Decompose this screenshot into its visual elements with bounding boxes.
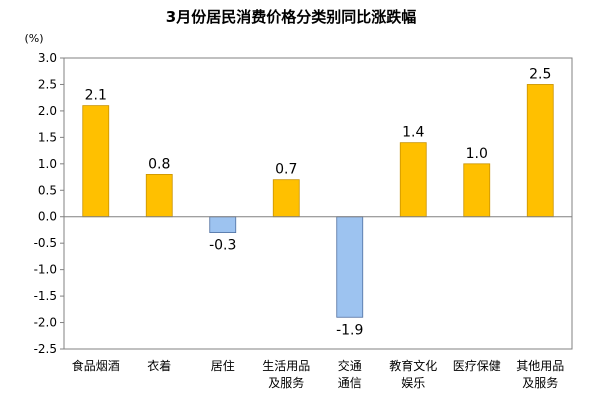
plot-frame	[63, 57, 573, 350]
bar	[463, 163, 491, 218]
data-labels: 2.1 0.8 -0.3 0.7 -1.9 1.4 1.0 2.5	[85, 66, 552, 338]
data-label: 2.1	[85, 88, 107, 104]
y-axis: 3.0 2.5 2.0 1.5 1.0 0.5 0.0 -0.5 -1.0 -1.5 -2.0 -2.…	[34, 51, 64, 356]
data-label: 0.8	[148, 156, 170, 172]
x-category-label: 交通	[338, 358, 362, 373]
data-label: 2.5	[529, 66, 551, 82]
x-category-label: 及服务	[268, 375, 304, 390]
data-label: 1.0	[466, 146, 488, 162]
y-tick-label: -1.0	[34, 263, 57, 277]
x-category-label: 通信	[338, 376, 362, 390]
data-label: 1.4	[402, 125, 424, 141]
x-category-label: 居住	[211, 359, 235, 373]
bar	[145, 173, 173, 218]
data-label: -1.9	[336, 322, 363, 338]
y-tick-label: 3.0	[38, 51, 57, 65]
y-tick-label: -1.5	[34, 289, 57, 303]
x-category-label: 其他用品	[516, 359, 564, 373]
y-tick-label: -2.5	[34, 342, 57, 356]
y-tick-label: -2.0	[34, 316, 57, 330]
y-tick-label: 0.0	[38, 210, 57, 224]
bar	[82, 105, 110, 218]
y-tick-label: 2.0	[38, 104, 57, 118]
chart-title: 3月份居民消费价格分类别同比涨跌幅	[166, 8, 416, 26]
x-category-label: 及服务	[522, 375, 558, 390]
bar	[399, 142, 427, 218]
y-tick-label: 1.0	[38, 157, 57, 171]
x-category-label: 教育文化	[389, 358, 437, 373]
data-label: 0.7	[275, 162, 297, 178]
bar	[336, 216, 364, 318]
bar	[209, 216, 237, 234]
x-category-label: 娱乐	[401, 376, 425, 390]
y-tick-label: 1.5	[38, 130, 57, 144]
x-category-label: 衣着	[147, 358, 171, 373]
bar	[526, 84, 554, 218]
bar	[272, 179, 300, 218]
x-category-label: 生活用品	[262, 359, 310, 373]
y-unit-label: (%)	[24, 32, 43, 45]
data-label: -0.3	[209, 238, 236, 254]
y-tick-label: 2.5	[38, 77, 57, 91]
y-tick-label: -0.5	[34, 236, 57, 250]
y-tick-label: 0.5	[38, 183, 57, 197]
x-category-label: 食品烟酒	[72, 358, 120, 373]
bars	[82, 84, 554, 318]
x-category-label: 医疗保健	[453, 359, 501, 373]
